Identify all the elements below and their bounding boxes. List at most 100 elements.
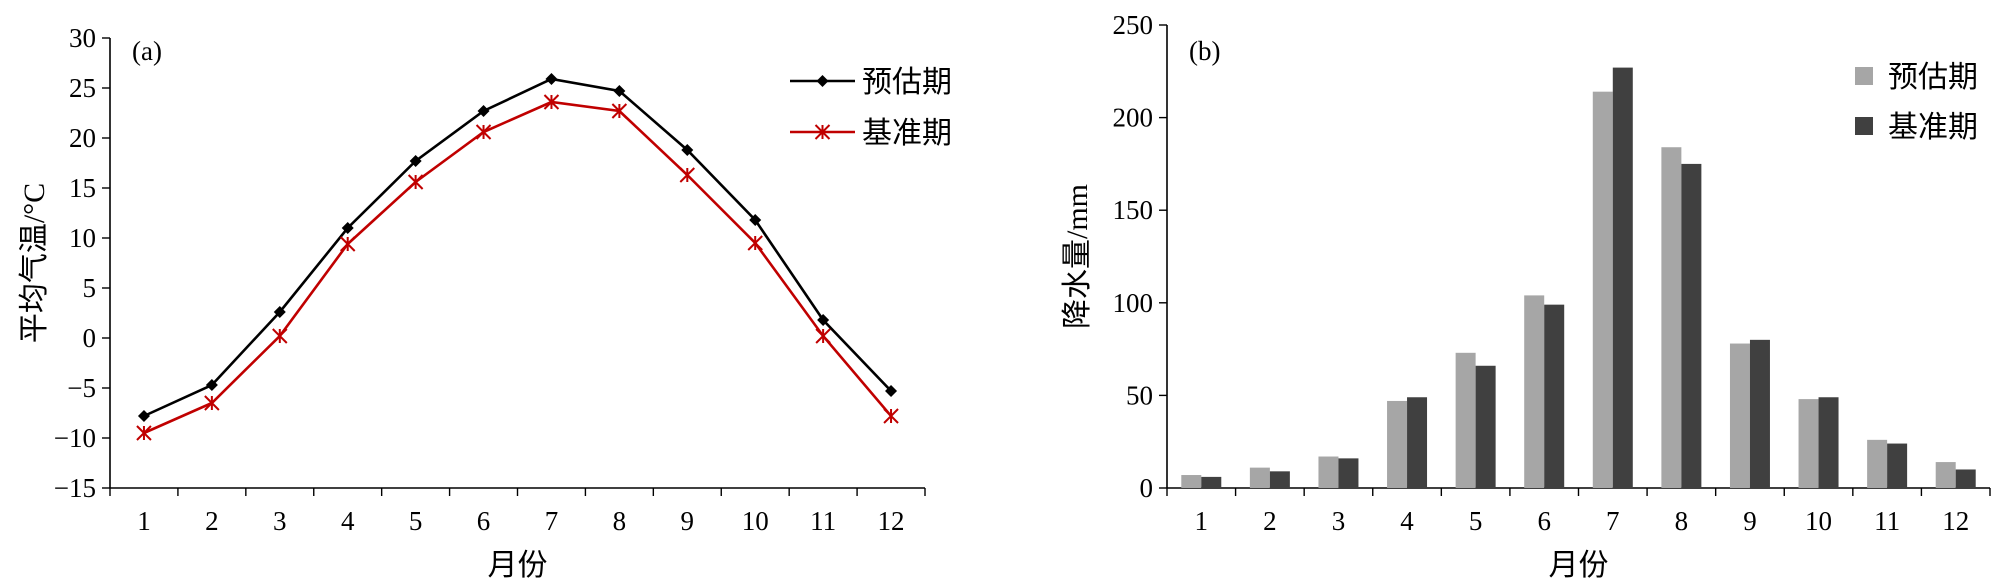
y-tick-label: 150 [1113,195,1154,225]
x-tick-label: 1 [137,506,151,536]
legend-label: 预估期 [1888,61,1978,94]
bar [1729,343,1750,488]
legend-item-baseline: 基准期 [790,117,952,150]
y-tick-label: 50 [1126,380,1153,410]
bar [1387,400,1408,488]
x-tick-label: 8 [1675,506,1689,536]
legend-label: 基准期 [862,117,952,150]
data-point-asterisk [815,328,831,344]
legend-marker-asterisk [814,124,831,140]
x-tick-label: 4 [1400,506,1414,536]
x-tick-label: 10 [1805,506,1832,536]
data-point-asterisk [543,94,560,110]
data-point-asterisk [679,167,695,183]
bar [1269,471,1290,488]
data-point-diamond [545,73,558,85]
x-tick-label: 4 [341,506,355,536]
data-point-diamond [205,379,218,391]
data-point-diamond [613,85,626,97]
panel-label: (a) [132,36,162,66]
legend-item-baseline: 基准期 [1855,111,1978,144]
bar [1661,147,1682,488]
y-tick-label: 200 [1113,103,1154,133]
legend-label: 基准期 [1888,111,1978,144]
data-point-asterisk [272,328,288,344]
data-point-diamond [137,410,150,422]
series-baseline-bars [1201,67,1976,488]
legend-swatch [1855,67,1873,85]
bar [1338,458,1359,488]
bar [1475,365,1496,488]
bar [1935,462,1956,488]
bar [1201,476,1222,488]
data-point-diamond [409,155,422,167]
data-point-asterisk [407,174,424,190]
data-point-asterisk [340,236,356,252]
x-tick-label: 3 [273,506,287,536]
bar [1181,475,1202,488]
data-point-asterisk [883,408,899,424]
data-point-asterisk [204,395,220,411]
x-tick-label: 5 [409,506,423,536]
y-tick-label: −10 [54,423,96,453]
bar [1592,91,1613,488]
x-tick-label: 5 [1469,506,1483,536]
x-tick-label: 2 [1263,506,1277,536]
y-tick-label: 25 [69,73,96,103]
data-point-diamond [681,144,694,156]
series-baseline [136,94,899,441]
bar [1318,456,1339,488]
x-tick-label: 9 [1743,506,1757,536]
data-point-asterisk [747,235,763,251]
data-point-diamond [341,222,354,234]
legend-item-forecast: 预估期 [1855,61,1978,94]
bar [1681,163,1702,488]
x-tick-label: 11 [1874,506,1900,536]
series-line [143,77,892,418]
x-tick-label: 7 [545,506,559,536]
bar [1798,399,1819,488]
x-axis-title: 月份 [488,549,548,581]
bar [1887,443,1908,488]
y-tick-label: 0 [83,323,97,353]
y-tick-label: −15 [54,473,96,503]
data-point-asterisk [475,124,492,140]
y-tick-label: −5 [67,373,96,403]
y-tick-label: 15 [69,173,96,203]
x-tick-label: 7 [1606,506,1620,536]
data-point-diamond [885,385,898,397]
data-point-asterisk [611,103,628,119]
x-axis-title: 月份 [1549,549,1609,581]
data-point-diamond [273,306,286,318]
x-tick-label: 6 [477,506,491,536]
bar [1749,339,1770,488]
data-point-diamond [477,105,490,117]
y-tick-label: 10 [69,223,96,253]
y-tick-label: 100 [1113,288,1154,318]
y-axis-title: 平均气温/°C [18,183,51,343]
y-axis-title: 降水量/mm [1061,184,1094,329]
legend-item-forecast: 预估期 [790,66,952,99]
x-tick-label: 8 [613,506,627,536]
x-tick-label: 6 [1537,506,1551,536]
data-point-asterisk [136,425,152,441]
bar [1249,467,1270,488]
x-tick-label: 9 [681,506,695,536]
x-tick-label: 3 [1332,506,1346,536]
legend-swatch [1855,117,1873,135]
x-tick-label: 12 [1942,506,1969,536]
data-point-diamond [749,214,762,226]
series-forecast-bars [1181,91,1956,488]
x-tick-label: 10 [742,506,769,536]
data-point-diamond [817,314,830,326]
y-tick-label: 250 [1113,10,1154,40]
bar [1524,295,1545,488]
x-tick-label: 1 [1195,506,1209,536]
x-tick-label: 2 [205,506,219,536]
series-forecast [137,73,898,422]
bar [1407,397,1428,488]
bar [1544,304,1565,488]
